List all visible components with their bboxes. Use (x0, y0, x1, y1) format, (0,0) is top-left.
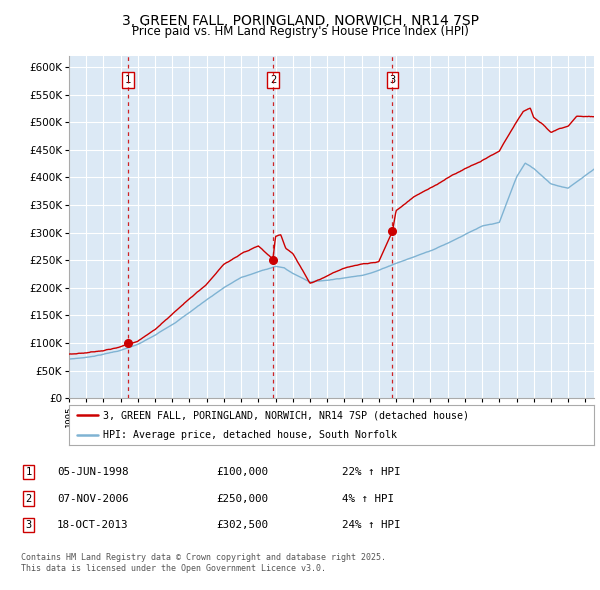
Text: HPI: Average price, detached house, South Norfolk: HPI: Average price, detached house, Sout… (103, 431, 397, 440)
Text: 24% ↑ HPI: 24% ↑ HPI (342, 520, 401, 530)
Text: 07-NOV-2006: 07-NOV-2006 (57, 494, 128, 503)
Text: 18-OCT-2013: 18-OCT-2013 (57, 520, 128, 530)
Text: 4% ↑ HPI: 4% ↑ HPI (342, 494, 394, 503)
Text: 05-JUN-1998: 05-JUN-1998 (57, 467, 128, 477)
Text: 22% ↑ HPI: 22% ↑ HPI (342, 467, 401, 477)
Text: 2: 2 (270, 75, 276, 85)
Text: 3, GREEN FALL, PORINGLAND, NORWICH, NR14 7SP (detached house): 3, GREEN FALL, PORINGLAND, NORWICH, NR14… (103, 411, 469, 420)
Text: 3: 3 (389, 75, 395, 85)
Text: £250,000: £250,000 (216, 494, 268, 503)
Text: 1: 1 (125, 75, 131, 85)
Text: 2: 2 (26, 494, 32, 503)
Text: Price paid vs. HM Land Registry's House Price Index (HPI): Price paid vs. HM Land Registry's House … (131, 25, 469, 38)
Text: 3, GREEN FALL, PORINGLAND, NORWICH, NR14 7SP: 3, GREEN FALL, PORINGLAND, NORWICH, NR14… (121, 14, 479, 28)
Text: Contains HM Land Registry data © Crown copyright and database right 2025.
This d: Contains HM Land Registry data © Crown c… (21, 553, 386, 573)
Text: 3: 3 (26, 520, 32, 530)
Text: £302,500: £302,500 (216, 520, 268, 530)
Text: 1: 1 (26, 467, 32, 477)
Text: £100,000: £100,000 (216, 467, 268, 477)
